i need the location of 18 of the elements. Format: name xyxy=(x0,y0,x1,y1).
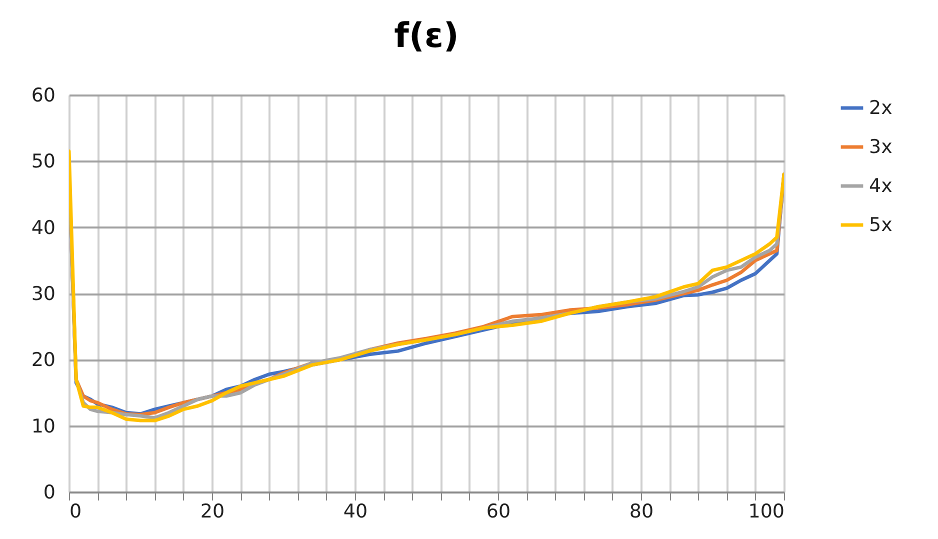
x-tick-label: 40 xyxy=(343,500,368,522)
x-tick-label: 80 xyxy=(629,500,654,522)
legend-label: 2x xyxy=(869,97,892,119)
x-tick-label: 100 xyxy=(748,500,784,522)
y-tick-label: 30 xyxy=(31,283,56,305)
x-tick-label: 0 xyxy=(70,500,82,522)
legend-label: 3x xyxy=(869,136,892,158)
y-tick-label: 0 xyxy=(43,482,56,504)
y-tick-label: 10 xyxy=(31,415,56,438)
legend-label: 5x xyxy=(869,214,892,236)
chart-title: f(ε) xyxy=(394,16,459,56)
x-tick-label: 60 xyxy=(486,500,511,522)
x-tick-label: 20 xyxy=(200,500,225,522)
legend-label: 4x xyxy=(869,175,892,197)
y-tick-label: 40 xyxy=(31,216,56,239)
y-tick-label: 50 xyxy=(31,150,56,173)
y-tick-label: 20 xyxy=(31,349,56,372)
y-tick-label: 60 xyxy=(31,84,56,106)
